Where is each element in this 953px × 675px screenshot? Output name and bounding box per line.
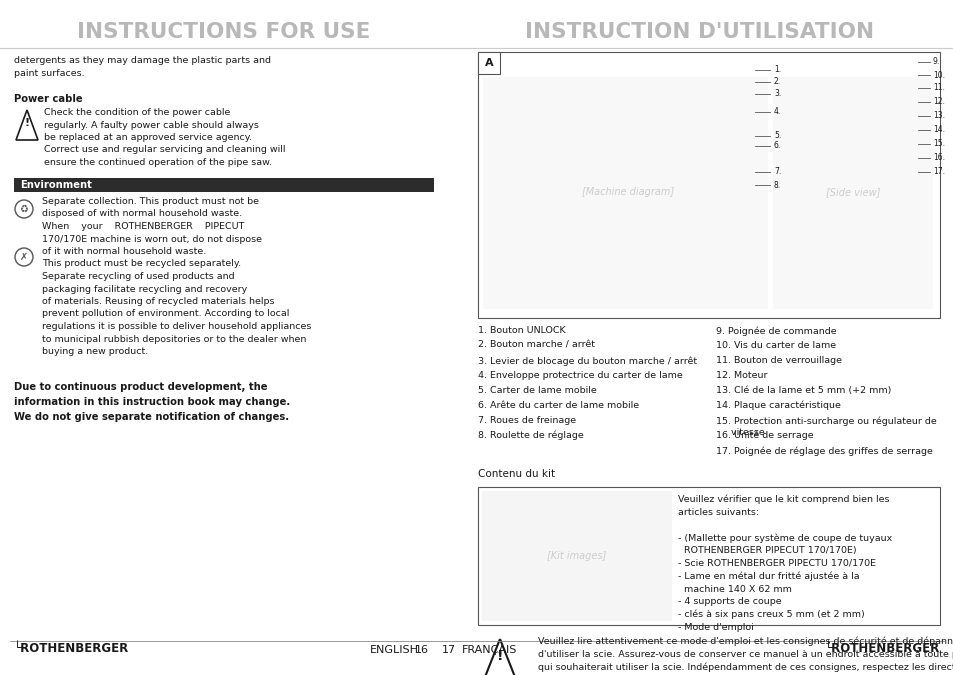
Text: 3. Levier de blocage du bouton marche / arrêt: 3. Levier de blocage du bouton marche / … xyxy=(477,356,697,365)
Text: 16: 16 xyxy=(415,645,429,655)
Text: 8.: 8. xyxy=(773,180,781,190)
FancyBboxPatch shape xyxy=(477,487,939,625)
FancyBboxPatch shape xyxy=(14,178,434,192)
Text: └ROTHENBERGER: └ROTHENBERGER xyxy=(14,642,129,655)
Text: Due to continuous product development, the
information in this instruction book : Due to continuous product development, t… xyxy=(14,382,290,422)
FancyBboxPatch shape xyxy=(477,52,939,318)
Text: FRANÇAIS: FRANÇAIS xyxy=(461,645,517,655)
Text: 13. Clé de la lame et 5 mm (+2 mm): 13. Clé de la lame et 5 mm (+2 mm) xyxy=(716,386,890,395)
Text: 7. Roues de freinage: 7. Roues de freinage xyxy=(477,416,576,425)
Text: 8. Roulette de réglage: 8. Roulette de réglage xyxy=(477,431,583,441)
Text: 3.: 3. xyxy=(773,90,781,99)
Text: 2.: 2. xyxy=(773,78,781,86)
Text: 15. Protection anti-surcharge ou régulateur de
     vitesse: 15. Protection anti-surcharge ou régulat… xyxy=(716,416,936,437)
Text: !: ! xyxy=(497,649,503,663)
Text: 9.: 9. xyxy=(932,57,940,67)
Text: 15.: 15. xyxy=(932,140,944,148)
Text: 5. Carter de lame mobile: 5. Carter de lame mobile xyxy=(477,386,597,395)
Text: 10. Vis du carter de lame: 10. Vis du carter de lame xyxy=(716,341,835,350)
Text: 14. Plaque caractéristique: 14. Plaque caractéristique xyxy=(716,401,840,410)
Text: 16.: 16. xyxy=(932,153,944,163)
Text: 12.: 12. xyxy=(932,97,943,107)
Text: 10.: 10. xyxy=(932,70,944,80)
Text: INSTRUCTIONS FOR USE: INSTRUCTIONS FOR USE xyxy=(77,22,371,42)
Text: 1.: 1. xyxy=(773,65,781,74)
Text: Check the condition of the power cable
regularly. A faulty power cable should al: Check the condition of the power cable r… xyxy=(44,108,285,167)
Text: Contenu du kit: Contenu du kit xyxy=(477,469,555,479)
Text: 7.: 7. xyxy=(773,167,781,176)
Text: A: A xyxy=(484,58,493,68)
Text: detergents as they may damage the plastic parts and
paint surfaces.: detergents as they may damage the plasti… xyxy=(14,56,271,78)
Text: 6.: 6. xyxy=(773,142,781,151)
Text: 17. Poignée de réglage des griffes de serrage: 17. Poignée de réglage des griffes de se… xyxy=(716,446,932,456)
FancyBboxPatch shape xyxy=(482,77,767,309)
Text: Veuillez vérifier que le kit comprend bien les
articles suivants:

- (Mallette p: Veuillez vérifier que le kit comprend bi… xyxy=(678,495,891,632)
Text: ✗: ✗ xyxy=(20,252,28,262)
Text: Environment: Environment xyxy=(20,180,91,190)
Text: └ROTHENBERGER: └ROTHENBERGER xyxy=(824,642,939,655)
Text: 11. Bouton de verrouillage: 11. Bouton de verrouillage xyxy=(716,356,841,365)
Text: 1. Bouton UNLOCK: 1. Bouton UNLOCK xyxy=(477,326,565,335)
Text: 5.: 5. xyxy=(773,132,781,140)
Text: 2. Bouton marche / arrêt: 2. Bouton marche / arrêt xyxy=(477,341,595,350)
Text: [Kit images]: [Kit images] xyxy=(547,551,606,561)
Text: 17.: 17. xyxy=(932,167,944,176)
Text: 4. Enveloppe protectrice du carter de lame: 4. Enveloppe protectrice du carter de la… xyxy=(477,371,682,380)
Text: 17: 17 xyxy=(441,645,456,655)
Text: ♻: ♻ xyxy=(20,204,29,214)
FancyBboxPatch shape xyxy=(481,491,671,621)
FancyBboxPatch shape xyxy=(477,52,499,74)
Text: [Side view]: [Side view] xyxy=(825,187,880,197)
Text: 9. Poignée de commande: 9. Poignée de commande xyxy=(716,326,836,335)
Text: ENGLISH: ENGLISH xyxy=(370,645,418,655)
Text: 6. Arête du carter de lame mobile: 6. Arête du carter de lame mobile xyxy=(477,401,639,410)
Text: 4.: 4. xyxy=(773,107,781,117)
Text: Veuillez lire attentivement ce mode d'emploi et les consignes de sécurité et de : Veuillez lire attentivement ce mode d'em… xyxy=(537,637,953,675)
Text: Power cable: Power cable xyxy=(14,94,83,104)
FancyBboxPatch shape xyxy=(772,77,932,309)
Text: 16. Unité de serrage: 16. Unité de serrage xyxy=(716,431,813,441)
Text: Separate collection. This product must not be
disposed of with normal household : Separate collection. This product must n… xyxy=(42,197,311,356)
Text: 13.: 13. xyxy=(932,111,944,121)
Text: 11.: 11. xyxy=(932,84,943,92)
Text: [Machine diagram]: [Machine diagram] xyxy=(581,187,674,197)
Text: 12. Moteur: 12. Moteur xyxy=(716,371,767,380)
Text: 14.: 14. xyxy=(932,126,944,134)
Text: INSTRUCTION D'UTILISATION: INSTRUCTION D'UTILISATION xyxy=(525,22,874,42)
Text: !: ! xyxy=(25,119,30,128)
